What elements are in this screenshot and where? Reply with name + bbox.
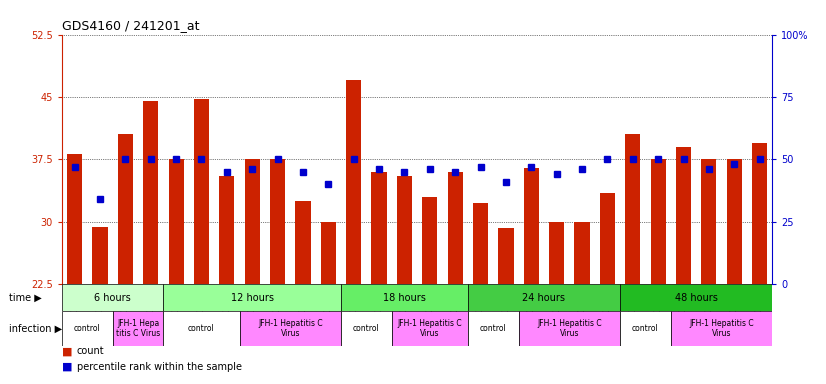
Text: control: control [74, 324, 101, 333]
Bar [341, 284, 468, 311]
Text: percentile rank within the sample: percentile rank within the sample [77, 362, 242, 372]
Bar [752, 143, 767, 284]
Text: ■: ■ [62, 362, 73, 372]
Bar [219, 176, 235, 284]
Text: JFH-1 Hepatitis C
Virus: JFH-1 Hepatitis C Virus [689, 319, 754, 338]
Text: count: count [77, 346, 104, 356]
Bar [620, 311, 671, 346]
Bar [392, 311, 468, 346]
Text: control: control [353, 324, 380, 333]
Bar [296, 201, 311, 284]
Text: control: control [632, 324, 659, 333]
Text: 12 hours: 12 hours [230, 293, 273, 303]
Bar [600, 193, 615, 284]
Text: 6 hours: 6 hours [94, 293, 131, 303]
Text: 18 hours: 18 hours [383, 293, 426, 303]
Text: GDS4160 / 241201_at: GDS4160 / 241201_at [62, 19, 199, 32]
Bar [448, 172, 463, 284]
Bar [164, 311, 240, 346]
Text: control: control [480, 324, 506, 333]
Bar [625, 134, 640, 284]
Bar [372, 172, 387, 284]
Bar [270, 159, 285, 284]
Bar [62, 284, 164, 311]
Text: JFH-1 Hepatitis C
Virus: JFH-1 Hepatitis C Virus [397, 319, 462, 338]
Text: JFH-1 Hepatitis C
Virus: JFH-1 Hepatitis C Virus [258, 319, 323, 338]
Bar [67, 154, 83, 284]
Bar [422, 197, 438, 284]
Text: JFH-1 Hepa
titis C Virus: JFH-1 Hepa titis C Virus [116, 319, 160, 338]
Text: 24 hours: 24 hours [523, 293, 566, 303]
Bar [143, 101, 159, 284]
Text: 48 hours: 48 hours [675, 293, 718, 303]
Bar [468, 311, 519, 346]
Bar [169, 159, 183, 284]
Bar [473, 204, 488, 284]
Text: time ▶: time ▶ [9, 293, 42, 303]
Bar [574, 222, 590, 284]
Bar [118, 134, 133, 284]
Bar [320, 222, 336, 284]
Bar [93, 227, 107, 284]
Bar [676, 147, 691, 284]
Bar [112, 311, 164, 346]
Bar [671, 311, 772, 346]
Text: infection ▶: infection ▶ [9, 323, 63, 333]
Bar [549, 222, 564, 284]
Bar [164, 284, 341, 311]
Bar [651, 159, 666, 284]
Bar [396, 176, 412, 284]
Bar [727, 159, 742, 284]
Bar [468, 284, 620, 311]
Bar [244, 159, 260, 284]
Bar [240, 311, 341, 346]
Text: ■: ■ [62, 346, 73, 356]
Bar [498, 228, 514, 284]
Bar [524, 168, 539, 284]
Text: control: control [188, 324, 215, 333]
Bar [519, 311, 620, 346]
Bar [341, 311, 392, 346]
Text: JFH-1 Hepatitis C
Virus: JFH-1 Hepatitis C Virus [537, 319, 601, 338]
Bar [701, 159, 716, 284]
Bar [62, 311, 112, 346]
Bar [620, 284, 772, 311]
Bar [194, 99, 209, 284]
Bar [346, 80, 361, 284]
